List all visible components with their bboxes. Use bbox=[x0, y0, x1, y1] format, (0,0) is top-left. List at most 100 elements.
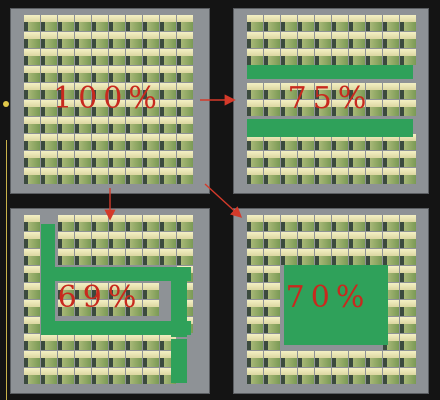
cell-block bbox=[58, 334, 74, 350]
cell-block bbox=[177, 66, 193, 82]
cell-block bbox=[58, 134, 74, 150]
cell-block bbox=[24, 15, 40, 31]
cell-block bbox=[109, 134, 125, 150]
disabled-region bbox=[41, 321, 191, 335]
cell-block bbox=[400, 134, 416, 150]
cell-block bbox=[298, 351, 314, 367]
cell-block bbox=[366, 32, 382, 48]
cell-block bbox=[160, 151, 176, 167]
cell-block bbox=[75, 232, 91, 248]
cell-block bbox=[143, 49, 159, 65]
cell-block bbox=[109, 168, 125, 184]
cell-block bbox=[383, 151, 399, 167]
cell-block bbox=[41, 151, 57, 167]
cell-block bbox=[160, 215, 176, 231]
cell-block bbox=[160, 134, 176, 150]
cell-block bbox=[24, 83, 40, 99]
cell-block bbox=[41, 15, 57, 31]
cell-block bbox=[126, 232, 142, 248]
cell-block bbox=[160, 168, 176, 184]
cell-block bbox=[75, 117, 91, 133]
cell-block bbox=[24, 151, 40, 167]
cell-block bbox=[383, 49, 399, 65]
cell-block bbox=[281, 32, 297, 48]
cell-block bbox=[177, 100, 193, 116]
cell-block bbox=[58, 168, 74, 184]
disabled-region bbox=[247, 65, 413, 79]
cell-block bbox=[298, 32, 314, 48]
cell-block bbox=[332, 15, 348, 31]
cell-block bbox=[143, 134, 159, 150]
cell-block bbox=[58, 15, 74, 31]
cell-block bbox=[126, 15, 142, 31]
panel-label-70: 70% bbox=[285, 280, 371, 315]
cell-block bbox=[264, 249, 280, 265]
cell-block bbox=[160, 100, 176, 116]
cell-block bbox=[264, 300, 280, 316]
cell-block bbox=[75, 300, 91, 316]
cell-block bbox=[24, 232, 40, 248]
cell-block bbox=[400, 32, 416, 48]
cell-block bbox=[281, 83, 297, 99]
cell-block bbox=[281, 249, 297, 265]
cell-block bbox=[298, 168, 314, 184]
cell-block bbox=[75, 368, 91, 384]
cell-block bbox=[58, 49, 74, 65]
cell-block bbox=[109, 283, 125, 299]
cell-block bbox=[58, 32, 74, 48]
cell-block bbox=[247, 351, 263, 367]
cell-block bbox=[264, 215, 280, 231]
cell-block bbox=[315, 168, 331, 184]
cell-block bbox=[366, 232, 382, 248]
cell-block bbox=[143, 83, 159, 99]
frame-edge-line bbox=[0, 140, 7, 400]
cell-block bbox=[143, 232, 159, 248]
cell-block bbox=[332, 151, 348, 167]
cell-block bbox=[109, 300, 125, 316]
cell-block bbox=[315, 100, 331, 116]
cell-block bbox=[349, 215, 365, 231]
cell-block bbox=[298, 100, 314, 116]
cell-block bbox=[247, 317, 263, 333]
cell-block bbox=[400, 100, 416, 116]
cell-block bbox=[281, 15, 297, 31]
cell-block bbox=[58, 117, 74, 133]
cell-block bbox=[24, 283, 40, 299]
cell-block bbox=[143, 368, 159, 384]
cell-block bbox=[41, 117, 57, 133]
panel-75-percent bbox=[233, 8, 429, 194]
cell-block bbox=[75, 32, 91, 48]
cell-block bbox=[126, 83, 142, 99]
cell-block bbox=[247, 100, 263, 116]
cell-block bbox=[332, 368, 348, 384]
cell-block bbox=[41, 49, 57, 65]
cell-block bbox=[383, 215, 399, 231]
cell-block bbox=[264, 266, 280, 282]
cell-block bbox=[92, 249, 108, 265]
cell-block bbox=[349, 83, 365, 99]
cell-block bbox=[383, 83, 399, 99]
cell-block bbox=[92, 134, 108, 150]
cell-block bbox=[332, 49, 348, 65]
cell-block bbox=[315, 32, 331, 48]
cell-block bbox=[383, 134, 399, 150]
cell-block bbox=[264, 232, 280, 248]
cell-block bbox=[75, 83, 91, 99]
cell-block bbox=[75, 100, 91, 116]
cell-block bbox=[75, 134, 91, 150]
cell-block bbox=[332, 351, 348, 367]
cell-block bbox=[75, 249, 91, 265]
cell-block bbox=[298, 151, 314, 167]
cell-block bbox=[264, 283, 280, 299]
cell-block bbox=[332, 168, 348, 184]
cell-block bbox=[92, 151, 108, 167]
cell-block bbox=[247, 368, 263, 384]
cell-block bbox=[24, 351, 40, 367]
panel-label-75: 75% bbox=[287, 81, 373, 116]
disabled-region bbox=[171, 267, 187, 337]
cell-block bbox=[109, 215, 125, 231]
cell-block bbox=[143, 283, 159, 299]
cell-block bbox=[349, 134, 365, 150]
cell-block bbox=[298, 232, 314, 248]
cell-block bbox=[400, 368, 416, 384]
